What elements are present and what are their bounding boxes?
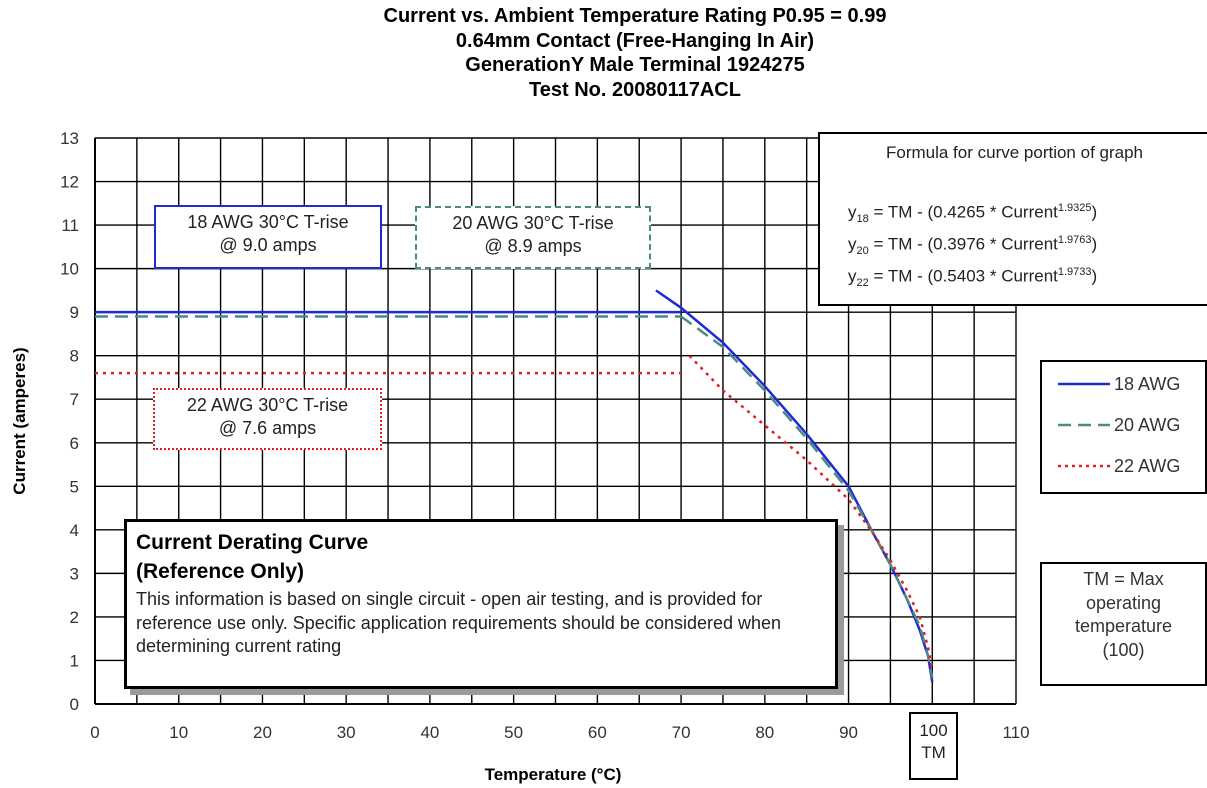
tm-definition-line-4: (100)	[1102, 639, 1145, 660]
formula-row-22: y22 = TM - (0.5403 * Current1.9733)	[848, 266, 1098, 290]
annotation-22awg: 22 AWG 30°C T-rise @ 7.6 amps	[153, 388, 382, 450]
tm-definition-line-3: temperature	[1074, 616, 1173, 636]
x-axis-label: Temperature (°C)	[485, 765, 622, 784]
reference-note-box: Current Derating Curve (Reference Only) …	[124, 519, 838, 689]
y-tick-label: 10	[60, 260, 79, 279]
legend-label-20awg: 20 AWG	[1114, 415, 1181, 435]
annotation-22awg-line-2: @ 7.6 amps	[218, 418, 317, 438]
chart-title-line-3: GenerationY Male Terminal 1924275	[465, 54, 805, 76]
y-tick-label: 2	[70, 608, 79, 627]
legend-label-22awg: 22 AWG	[1114, 456, 1181, 476]
y-tick-label: 5	[70, 477, 79, 496]
tm-tick-label: 100 TM	[909, 712, 958, 780]
x-tick-label: 60	[588, 723, 607, 742]
series-lines	[95, 289, 934, 683]
series-curve-20-awg	[680, 315, 934, 679]
x-tick-label: 50	[504, 723, 523, 742]
y-tick-label: 1	[70, 651, 79, 670]
x-tick-label: 10	[169, 723, 188, 742]
tm-definition-line-1: TM = Max	[1083, 569, 1164, 589]
x-tick-label: 110	[1002, 723, 1029, 742]
formula-row-20: y20 = TM - (0.3976 * Current1.9763)	[848, 234, 1098, 258]
series-curve-22-awg	[688, 354, 934, 670]
annotation-18awg: 18 AWG 30°C T-rise @ 9.0 amps	[154, 205, 382, 269]
tm-definition-line-2: operating	[1085, 592, 1162, 613]
y-tick-label: 12	[60, 173, 79, 192]
x-tick-label: 80	[755, 723, 774, 742]
y-tick-label: 3	[70, 564, 79, 583]
y-tick-label: 11	[61, 216, 79, 235]
formula-box: Formula for curve portion of graph y18 =…	[818, 132, 1207, 306]
reference-note-title: Current Derating Curve (Reference Only)	[136, 528, 835, 586]
chart-title-line-1: Current vs. Ambient Temperature Rating P…	[383, 5, 887, 27]
axes	[94, 138, 1016, 705]
y-tick-label: 0	[70, 695, 79, 714]
y-tick-label: 13	[60, 129, 79, 148]
y-tick-label: 8	[70, 347, 79, 366]
reference-note-body: This information is based on single circ…	[136, 589, 782, 656]
y-tick-label: 6	[70, 434, 79, 453]
legend-label-18awg: 18 AWG	[1114, 374, 1181, 394]
tm-tick-tm: TM	[921, 743, 946, 762]
x-tick-label: 40	[420, 723, 439, 742]
x-tick-label: 70	[672, 723, 691, 742]
y-tick-label: 7	[70, 390, 79, 409]
tm-definition-box: TM = Max operating temperature (100)	[1040, 562, 1207, 686]
annotation-20awg-line-1: 20 AWG 30°C T-rise	[452, 213, 614, 233]
x-tick-label: 90	[839, 723, 858, 742]
legend: 18 AWG 20 AWG 22 AWG	[1040, 360, 1207, 494]
chart-title-line-4: Test No. 20080117ACL	[529, 78, 741, 101]
annotation-22awg-line-1: 22 AWG 30°C T-rise	[186, 395, 349, 415]
annotation-20awg-line-2: @ 8.9 amps	[484, 236, 582, 256]
y-axis-label: Current (amperes)	[10, 347, 29, 494]
x-tick-label: 0	[90, 723, 99, 742]
x-tick-label: 30	[337, 723, 356, 742]
annotation-18awg-line-2: @ 9.0 amps	[219, 235, 317, 255]
x-tick-label: 20	[253, 723, 272, 742]
chart-titles: Current vs. Ambient Temperature Rating P…	[0, 4, 1207, 102]
reference-note-title-1: Current Derating Curve	[136, 531, 369, 554]
tm-tick-value: 100	[919, 721, 948, 740]
formula-row-18: y18 = TM - (0.4265 * Current1.9325)	[848, 202, 1098, 226]
chart-title-line-2: 0.64mm Contact (Free-Hanging In Air)	[455, 29, 815, 52]
y-tick-label: 9	[70, 303, 79, 322]
annotation-18awg-line-1: 18 AWG 30°C T-rise	[187, 212, 349, 232]
y-tick-label: 4	[70, 521, 79, 540]
reference-note-title-2: (Reference Only)	[136, 560, 305, 583]
formula-title: Formula for curve portion of graph	[885, 143, 1143, 162]
annotation-20awg: 20 AWG 30°C T-rise @ 8.9 amps	[415, 206, 651, 269]
